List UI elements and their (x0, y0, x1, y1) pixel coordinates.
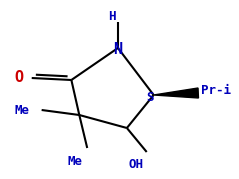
Text: Me: Me (67, 155, 82, 168)
Text: OH: OH (129, 158, 144, 171)
Text: S: S (147, 91, 154, 103)
Polygon shape (154, 88, 198, 98)
Text: O: O (15, 69, 24, 84)
Text: Me: Me (15, 103, 30, 117)
Text: N: N (113, 42, 123, 57)
Text: H: H (108, 10, 116, 23)
Text: Pr-i: Pr-i (201, 83, 231, 96)
